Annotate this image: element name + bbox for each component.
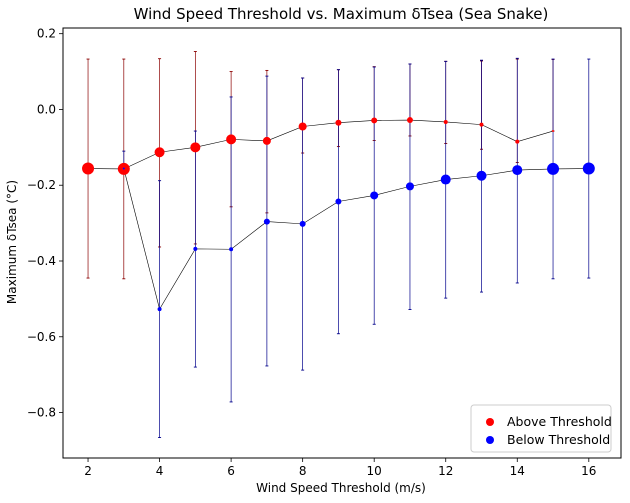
y-tick-label: 0.0	[37, 102, 56, 116]
legend-label-above: Above Threshold	[507, 414, 612, 429]
legend-marker-below	[486, 436, 494, 444]
x-tick-label: 4	[156, 464, 164, 478]
x-tick-label: 12	[438, 464, 453, 478]
series-line-above	[88, 119, 554, 170]
x-tick-label: 8	[299, 464, 307, 478]
x-tick-label: 2	[84, 464, 92, 478]
point-below	[263, 218, 270, 225]
point-below	[229, 247, 234, 252]
y-tick-label: −0.4	[27, 254, 56, 268]
point-above	[82, 162, 95, 175]
y-tick-label: −0.6	[27, 330, 56, 344]
point-above	[515, 139, 520, 144]
axes-frame	[62, 27, 622, 459]
x-tick-label: 10	[367, 464, 382, 478]
x-tick-label: 16	[581, 464, 596, 478]
legend-marker-above	[486, 418, 494, 426]
point-above	[371, 117, 378, 124]
series-line-below	[123, 168, 589, 310]
axes: 2 4 6 8 10 12 14 16 −0.8 −0.6 −0.4 −0.2 0.0 0.2	[27, 27, 622, 478]
point-below	[157, 307, 162, 312]
y-axis-label: Maximum δTsea (°C)	[5, 180, 19, 304]
y-tick-label: 0.2	[37, 27, 56, 41]
point-above	[335, 119, 342, 126]
point-below	[299, 220, 306, 227]
point-below	[476, 170, 487, 181]
point-above	[406, 117, 413, 124]
legend-label-below: Below Threshold	[507, 432, 610, 447]
point-above	[154, 147, 165, 158]
point-below	[405, 182, 414, 191]
y-tick-label: −0.2	[27, 178, 56, 192]
y-tick-label: −0.8	[27, 406, 56, 420]
x-axis-label: Wind Speed Threshold (m/s)	[256, 481, 426, 495]
point-below	[193, 246, 198, 251]
point-below	[582, 162, 595, 175]
legend-box	[470, 404, 612, 453]
chart-title: Wind Speed Threshold vs. Maximum δTsea (…	[134, 5, 549, 23]
point-below	[440, 174, 451, 185]
x-tick-label: 6	[227, 464, 235, 478]
point-above	[226, 134, 237, 145]
point-below	[335, 198, 342, 205]
point-below	[512, 165, 523, 176]
point-below	[122, 167, 125, 170]
plot-area	[82, 51, 595, 438]
point-below	[370, 191, 379, 200]
point-below	[547, 162, 560, 175]
legend: Above Threshold Below Threshold	[470, 404, 612, 453]
point-above	[262, 136, 271, 145]
point-above	[190, 142, 201, 153]
point-above	[443, 119, 448, 124]
point-above	[479, 122, 484, 127]
point-above	[552, 130, 555, 133]
point-above	[298, 122, 307, 131]
x-tick-label: 14	[510, 464, 525, 478]
